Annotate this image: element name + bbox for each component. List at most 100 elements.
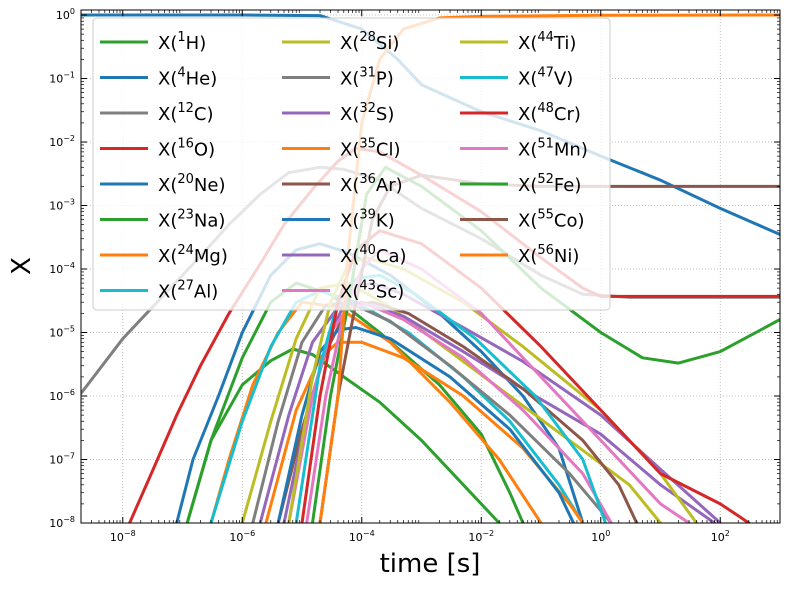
legend-label: X(32S) [340, 101, 394, 125]
legend-prefix: X( [518, 69, 537, 90]
legend-suffix: ) [392, 33, 399, 54]
y-tick-label: 10−8 [49, 515, 75, 530]
legend-suffix: ) [581, 140, 588, 161]
legend-element: Cr [554, 104, 575, 125]
legend-mass-number: 32 [359, 101, 376, 116]
legend-label: X(35Cl) [340, 137, 401, 161]
legend-label: X(43Sc) [340, 279, 404, 303]
legend-element: Fe [554, 175, 574, 196]
y-tick-base: 10 [49, 136, 63, 149]
y-tick-label: 10−4 [49, 261, 75, 276]
legend-label: X(31P) [340, 66, 394, 90]
legend-label: X(12C) [158, 101, 214, 125]
legend-element: V [554, 69, 567, 90]
x-tick-label: 102 [711, 529, 730, 544]
legend-mass-number: 16 [177, 137, 194, 152]
legend-prefix: X( [340, 140, 359, 161]
legend-element: C [194, 104, 207, 125]
legend-prefix: X( [158, 282, 177, 303]
legend-suffix: ) [218, 211, 225, 232]
legend-prefix: X( [518, 33, 537, 54]
x-tick-exponent: 0 [605, 529, 610, 538]
legend-element: Sc [376, 282, 397, 303]
legend-mass-number: 23 [177, 208, 194, 223]
x-tick-label: 100 [591, 529, 610, 544]
legend-suffix: ) [397, 282, 404, 303]
legend-prefix: X( [340, 282, 359, 303]
legend-prefix: X( [158, 246, 177, 267]
legend-label: X(51Mn) [518, 137, 588, 161]
legend-suffix: ) [210, 69, 217, 90]
legend-suffix: ) [393, 140, 400, 161]
legend-mass-number: 39 [359, 208, 376, 223]
y-tick-label: 100 [56, 7, 75, 22]
y-tick-exponent: −5 [63, 325, 75, 334]
legend-label: X(55Co) [518, 208, 585, 232]
legend-element: Co [554, 211, 578, 232]
legend-suffix: ) [206, 104, 213, 125]
legend-prefix: X( [340, 69, 359, 90]
legend-mass-number: 47 [537, 66, 554, 81]
legend-box [92, 17, 611, 311]
legend-mass-number: 52 [537, 172, 554, 187]
y-tick-exponent: −8 [63, 515, 75, 524]
legend-mass-number: 43 [359, 279, 376, 294]
legend-label: X(36Ar) [340, 172, 403, 196]
y-tick-exponent: −7 [63, 452, 75, 461]
legend-prefix: X( [158, 69, 177, 90]
legend-label: X(48Cr) [518, 101, 581, 125]
legend-label: X(47V) [518, 66, 573, 90]
legend-suffix: ) [572, 246, 579, 267]
y-tick-exponent: −6 [63, 388, 75, 397]
series-line-h1 [185, 347, 501, 523]
legend-element: Ca [376, 246, 400, 267]
y-tick-base: 10 [49, 390, 63, 403]
y-tick-label: 10−6 [49, 388, 75, 403]
y-tick-base: 10 [49, 263, 63, 276]
y-tick-base: 10 [49, 517, 63, 530]
legend-prefix: X( [158, 104, 177, 125]
x-tick-base: 10 [349, 531, 363, 544]
legend-mass-number: 28 [359, 30, 376, 45]
legend-element: Ar [376, 175, 396, 196]
legend-element: O [194, 140, 208, 161]
y-axis-label: X [7, 257, 37, 275]
y-tick-base: 10 [56, 9, 70, 22]
legend-mass-number: 35 [359, 137, 376, 152]
legend-mass-number: 31 [359, 66, 376, 81]
legend-mass-number: 56 [537, 243, 554, 258]
ticks: 10−8 10−6 10−4 10−2 100 10210−810−710−610−510… [49, 7, 780, 544]
y-tick-base: 10 [49, 73, 63, 86]
legend-mass-number: 44 [537, 30, 554, 45]
legend-prefix: X( [158, 140, 177, 161]
x-tick-exponent: −8 [124, 529, 136, 538]
legend-label: X(4He) [158, 66, 217, 90]
legend-mass-number: 48 [537, 101, 554, 116]
y-tick-base: 10 [49, 200, 63, 213]
y-tick-exponent: −4 [63, 261, 75, 270]
legend-prefix: X( [340, 175, 359, 196]
legend-prefix: X( [158, 33, 177, 54]
plot-frame [80, 9, 781, 524]
y-tick-exponent: 0 [70, 7, 75, 16]
legend-prefix: X( [158, 175, 177, 196]
legend-suffix: ) [400, 246, 407, 267]
x-tick-label: 10−8 [110, 529, 136, 544]
y-tick-label: 10−1 [49, 71, 75, 86]
legend-mass-number: 36 [359, 172, 376, 187]
x-tick-base: 10 [591, 531, 605, 544]
legend-mass-number: 20 [177, 172, 194, 187]
legend-suffix: ) [388, 211, 395, 232]
legend-prefix: X( [340, 211, 359, 232]
legend-prefix: X( [340, 33, 359, 54]
legend-suffix: ) [387, 69, 394, 90]
legend-prefix: X( [158, 211, 177, 232]
legend-prefix: X( [340, 246, 359, 267]
legend-suffix: ) [569, 33, 576, 54]
legend-mass-number: 12 [177, 101, 194, 116]
x-tick-base: 10 [110, 531, 124, 544]
legend-label: X(56Ni) [518, 243, 579, 267]
legend-suffix: ) [574, 175, 581, 196]
legend-mass-number: 40 [359, 243, 376, 258]
